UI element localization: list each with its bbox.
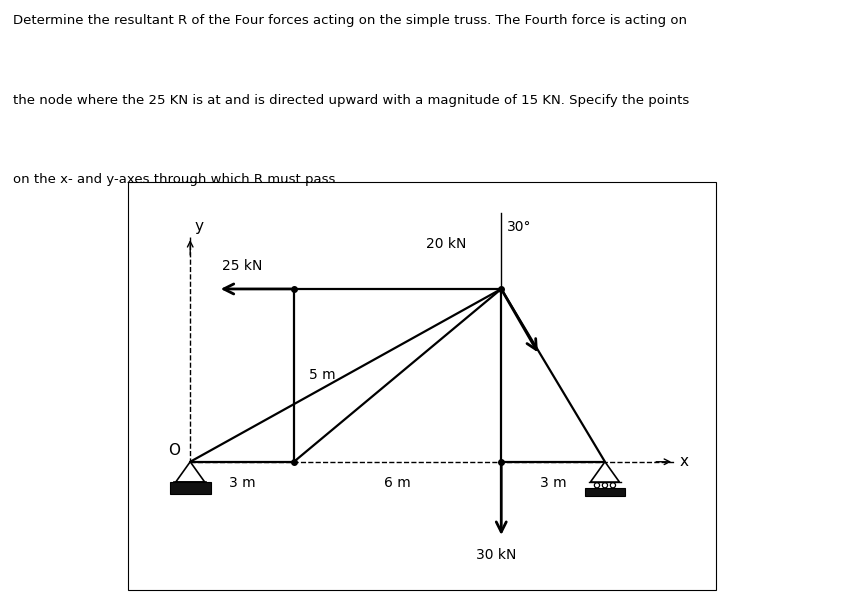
Text: 30 kN: 30 kN bbox=[476, 548, 517, 562]
Text: 30°: 30° bbox=[507, 220, 531, 234]
Circle shape bbox=[595, 482, 600, 488]
Text: 3 m: 3 m bbox=[229, 476, 256, 490]
Polygon shape bbox=[175, 462, 205, 482]
Text: y: y bbox=[194, 218, 203, 233]
Text: Determine the resultant R of the Four forces acting on the simple truss. The Fou: Determine the resultant R of the Four fo… bbox=[13, 14, 687, 28]
Text: O: O bbox=[168, 443, 180, 458]
Text: 25 kN: 25 kN bbox=[222, 259, 263, 274]
Circle shape bbox=[611, 482, 616, 488]
Text: 6 m: 6 m bbox=[385, 476, 411, 490]
Bar bbox=[584, 488, 625, 496]
Text: 20 kN: 20 kN bbox=[426, 237, 467, 251]
Text: x: x bbox=[679, 454, 689, 469]
Text: 3 m: 3 m bbox=[540, 476, 567, 490]
Circle shape bbox=[602, 482, 607, 488]
Polygon shape bbox=[590, 462, 619, 482]
Bar bbox=[170, 482, 211, 494]
Text: the node where the 25 KN is at and is directed upward with a magnitude of 15 KN.: the node where the 25 KN is at and is di… bbox=[13, 94, 689, 107]
Text: on the x- and y-axes through which R must pass.: on the x- and y-axes through which R mus… bbox=[13, 173, 339, 186]
Text: 5 m: 5 m bbox=[309, 368, 336, 382]
